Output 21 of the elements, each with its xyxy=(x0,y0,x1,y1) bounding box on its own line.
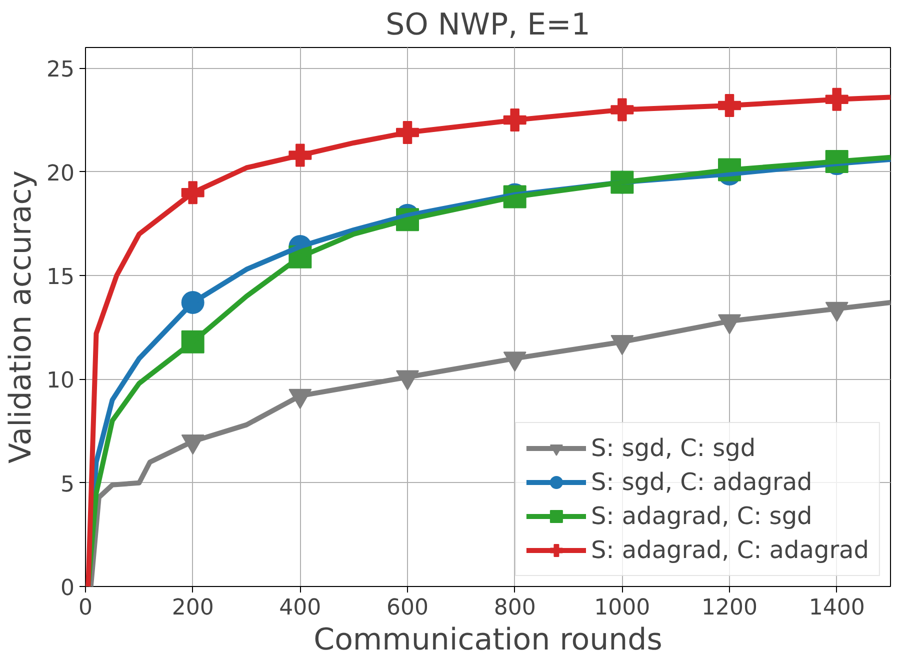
y-tick-label: 20 xyxy=(46,161,75,186)
x-axis-title: Communication rounds xyxy=(314,622,662,658)
y-tick-label: 5 xyxy=(60,472,75,498)
legend-label: S: sgd, C: adagrad xyxy=(590,468,812,496)
x-tick-label: 1200 xyxy=(702,596,758,620)
x-tick-label: 1000 xyxy=(594,596,650,620)
legend-label: S: adagrad, C: sgd xyxy=(590,502,812,530)
y-tick-label: 25 xyxy=(46,58,75,83)
y-tick-label: 0 xyxy=(60,576,75,601)
x-tick-label: 1400 xyxy=(808,596,865,620)
x-tick-label: 800 xyxy=(494,596,536,620)
legend-label: S: adagrad, C: adagrad xyxy=(590,536,869,564)
legend-label: S: sgd, C: sgd xyxy=(590,434,756,462)
x-tick-label: 600 xyxy=(386,596,429,620)
y-tick-label: 15 xyxy=(46,265,75,290)
x-tick-label: 400 xyxy=(279,596,322,620)
x-tick-label: 200 xyxy=(172,596,214,620)
y-axis-title: Validation accuracy xyxy=(4,170,39,464)
x-tick-label: 0 xyxy=(78,596,92,620)
y-tick-label: 10 xyxy=(46,368,75,394)
chart-title: SO NWP, E=1 xyxy=(386,8,590,42)
